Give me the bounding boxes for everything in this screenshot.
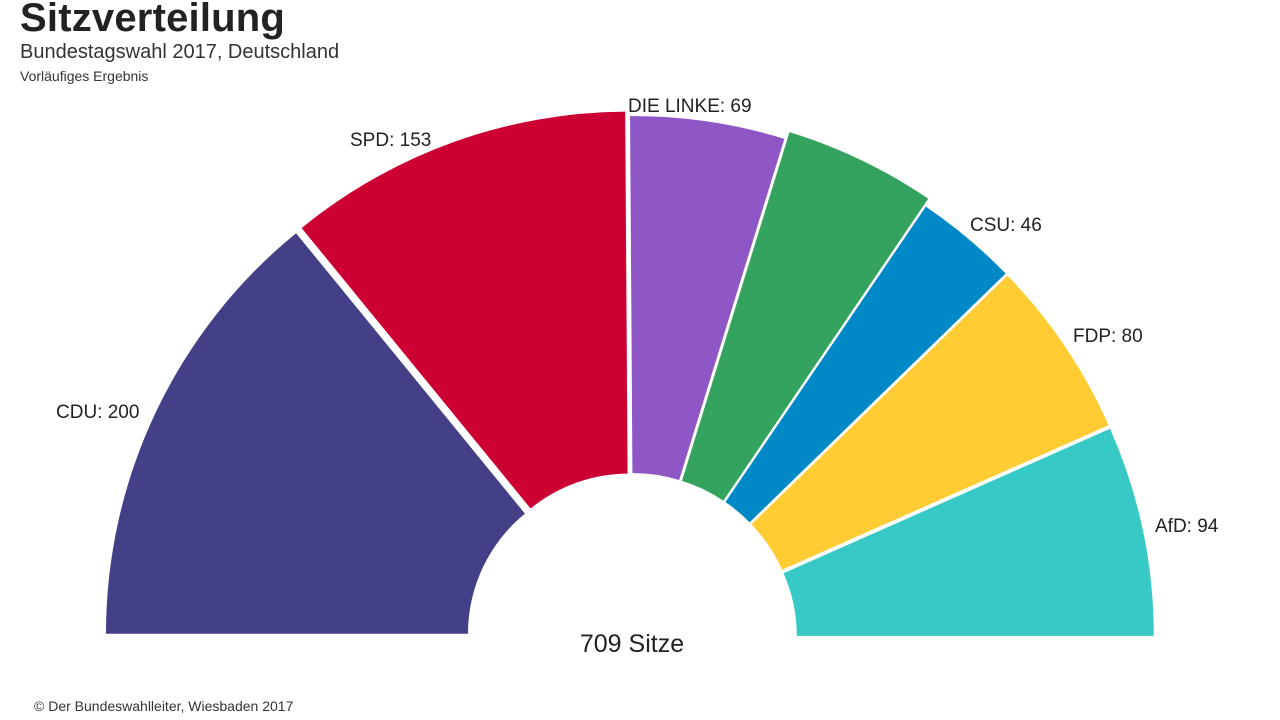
slices-group	[0, 111, 1280, 640]
label-die-linke: DIE LINKE: 69	[628, 96, 752, 117]
chart-title: Sitzverteilung	[20, 0, 286, 40]
slice-die-linke	[630, 116, 785, 480]
label-cdu: CDU: 200	[56, 402, 139, 423]
label-csu: CSU: 46	[970, 215, 1042, 236]
slice-fdp	[751, 275, 1109, 570]
slice-cdu	[105, 233, 525, 634]
total-seats-label: 709 Sitze	[580, 630, 684, 658]
label-fdp: FDP: 80	[1073, 326, 1143, 347]
label-spd: SPD: 153	[350, 130, 431, 151]
slice-gr-ne	[681, 132, 929, 501]
chart-subtitle: Bundestagswahl 2017, Deutschland	[20, 41, 340, 63]
slice-spd	[301, 111, 628, 509]
slice-csu	[725, 206, 1006, 523]
labels-group: CDU: 200 SPD: 153 DIE LINKE: 69 CSU: 46 FDP:…	[56, 96, 1219, 537]
baseline-mask	[0, 638, 1280, 640]
copyright-footer: © Der Bundeswahlleiter, Wiesbaden 2017	[34, 698, 294, 714]
slice-afd	[783, 428, 1154, 636]
label-afd: AfD: 94	[1155, 516, 1219, 537]
result-note: Vorläufiges Ergebnis	[20, 68, 149, 84]
